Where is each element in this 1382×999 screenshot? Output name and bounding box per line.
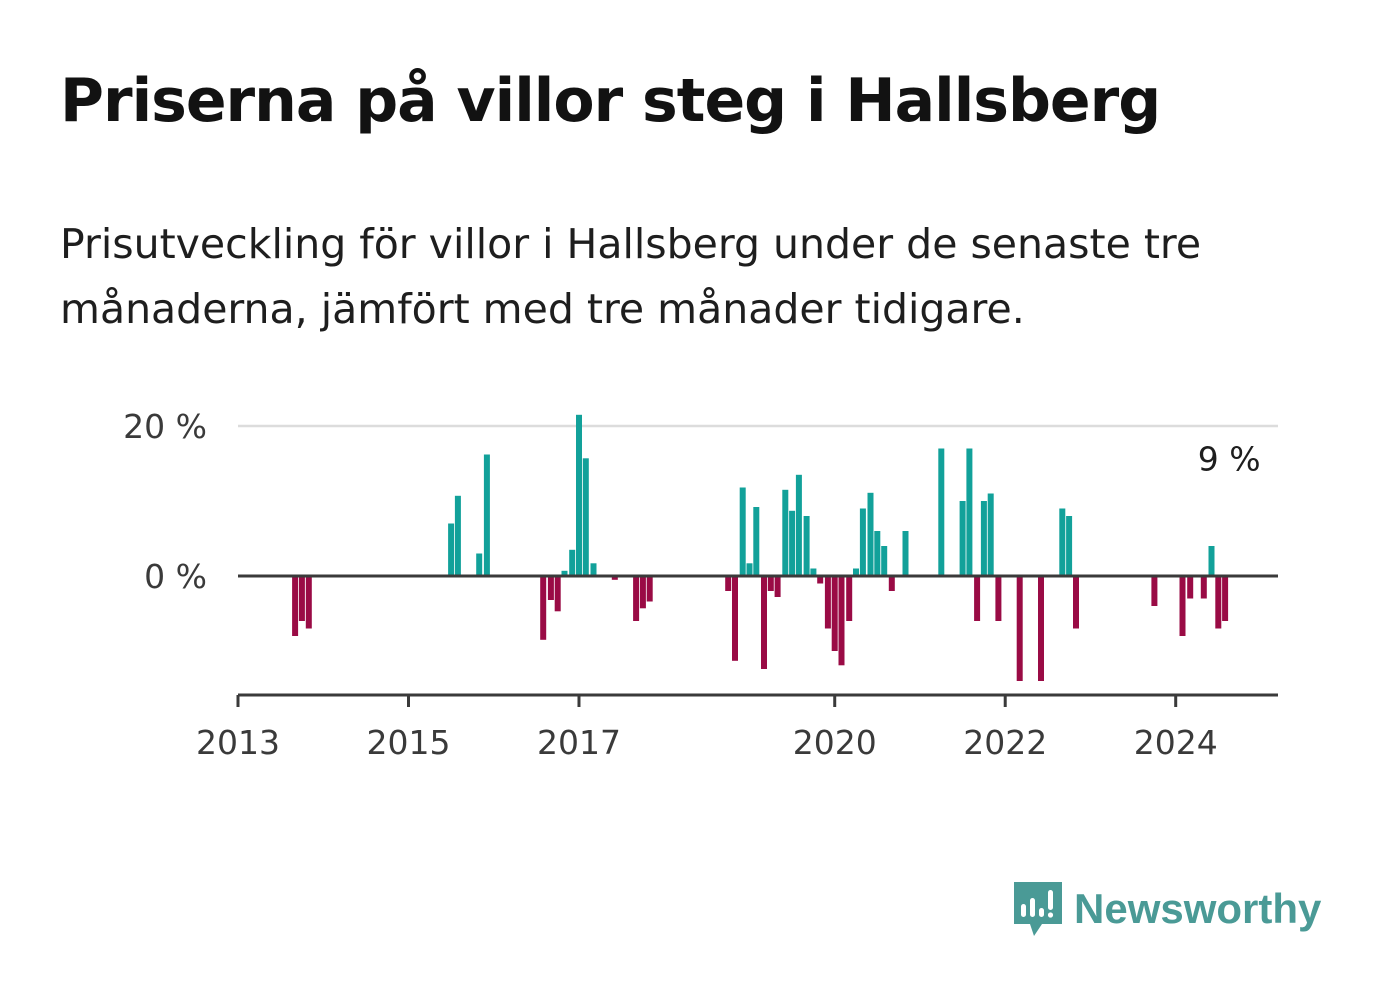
- bar: [1208, 546, 1215, 576]
- chart-title: Priserna på villor steg i Hallsberg: [60, 66, 1161, 136]
- bar: [746, 563, 753, 577]
- bar: [646, 576, 653, 602]
- bar: [824, 576, 831, 629]
- bar: [1179, 576, 1186, 636]
- axis-layer: 0 % 20 % 2013 2015 2017 2020 2022 2024 9 %: [123, 407, 1278, 762]
- bar: [1222, 576, 1229, 621]
- bar: [1073, 576, 1079, 629]
- bar: [292, 576, 299, 636]
- bar: [902, 531, 909, 576]
- bar: [938, 448, 945, 576]
- bar: [633, 576, 640, 621]
- brand-name: Newsworthy: [1074, 885, 1322, 932]
- bar: [803, 516, 810, 576]
- bar: [483, 454, 490, 576]
- bar: [1187, 576, 1194, 599]
- bar: [987, 493, 994, 576]
- bar: [540, 576, 547, 640]
- bar: [582, 458, 589, 577]
- bar: [569, 549, 576, 577]
- bar: [454, 495, 461, 577]
- bar: [1038, 576, 1044, 681]
- bar: [554, 576, 561, 612]
- y-tick-label: 0 %: [144, 557, 207, 596]
- bar: [767, 576, 774, 591]
- bar: [817, 576, 824, 584]
- bar: [959, 501, 966, 576]
- bar: [980, 501, 987, 576]
- bar: [725, 576, 732, 591]
- bar: [774, 576, 781, 597]
- bar: [476, 553, 483, 576]
- bar: [753, 507, 760, 576]
- bar: [810, 568, 817, 576]
- chart-subtitle: Prisutveckling för villor i Hallsberg un…: [60, 220, 1202, 333]
- chart-bubble-icon: [1014, 882, 1062, 936]
- x-tick-label: 2022: [963, 723, 1047, 762]
- bar: [881, 546, 888, 576]
- bar: [1200, 576, 1207, 599]
- bar: [448, 523, 455, 576]
- bar: [995, 576, 1002, 621]
- bar: [874, 531, 881, 576]
- x-tick-label: 2013: [196, 723, 280, 762]
- bar: [547, 576, 554, 600]
- bar: [611, 576, 618, 580]
- bar: [1151, 576, 1158, 606]
- bar: [576, 414, 582, 577]
- bar: [732, 576, 738, 661]
- bar: [782, 489, 789, 577]
- bar: [846, 576, 853, 621]
- bar: [831, 576, 838, 651]
- bar: [867, 492, 874, 577]
- bar: [789, 510, 796, 577]
- bar: [1016, 576, 1023, 681]
- bar: [888, 576, 895, 591]
- y-tick-label: 20 %: [123, 407, 207, 446]
- x-tick-label: 2015: [366, 723, 450, 762]
- newsworthy-logo: Newsworthy: [1010, 878, 1321, 940]
- bar: [1059, 508, 1066, 576]
- x-tick-label: 2020: [793, 723, 877, 762]
- x-tick-label: 2024: [1134, 723, 1218, 762]
- bar: [305, 576, 312, 629]
- bar: [761, 576, 767, 669]
- bars-layer: [292, 414, 1229, 681]
- bar: [639, 576, 646, 609]
- bar: [739, 487, 746, 576]
- bar: [966, 448, 973, 576]
- bar: [1066, 516, 1073, 576]
- bar: [838, 576, 845, 666]
- bar: [795, 474, 802, 577]
- bar: [561, 570, 568, 577]
- bar: [1215, 576, 1222, 629]
- bar: [853, 568, 859, 576]
- bar: [859, 508, 866, 576]
- bar: [298, 576, 305, 621]
- last-value-annotation: 9 %: [1198, 440, 1261, 479]
- bar: [974, 576, 981, 621]
- bar: [590, 563, 597, 577]
- x-tick-label: 2017: [537, 723, 621, 762]
